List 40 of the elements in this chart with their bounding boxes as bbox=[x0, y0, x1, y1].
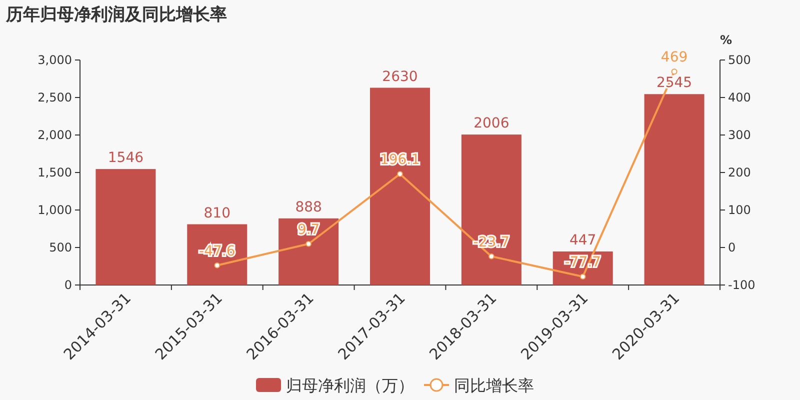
y2-tick-label: 200 bbox=[728, 166, 751, 180]
y-tick-label: 2,500 bbox=[38, 90, 72, 104]
bar bbox=[370, 88, 430, 285]
point bbox=[306, 240, 312, 247]
data-label: -47.6 bbox=[199, 243, 236, 260]
y2-tick-label: 400 bbox=[728, 90, 751, 104]
y2-axis-title: % bbox=[720, 33, 732, 47]
data-label: 447 bbox=[569, 232, 596, 248]
data-label: 810 bbox=[204, 205, 231, 222]
data-label: 9.7 bbox=[297, 222, 320, 238]
point bbox=[488, 253, 494, 260]
legend-label: 同比增长率 bbox=[454, 376, 534, 395]
point bbox=[397, 170, 403, 177]
data-label: 1546 bbox=[108, 150, 144, 166]
y-tick-label: 500 bbox=[49, 240, 72, 254]
y-tick-label: 3,000 bbox=[38, 53, 72, 67]
point bbox=[580, 274, 586, 280]
data-label: 196.1 bbox=[380, 152, 420, 168]
y2-tick-label: 100 bbox=[728, 203, 751, 217]
y-tick-label: 1,000 bbox=[38, 203, 72, 217]
y-tick-label: 0 bbox=[64, 278, 72, 292]
data-label: 2630 bbox=[382, 68, 418, 85]
y2-tick-label: 300 bbox=[728, 128, 751, 142]
point bbox=[671, 68, 678, 75]
bar bbox=[187, 224, 248, 285]
data-label: 469 bbox=[660, 50, 688, 66]
legend-label: 归母净利润（万） bbox=[286, 376, 414, 395]
point bbox=[214, 262, 220, 268]
y-tick-label: 2,000 bbox=[38, 128, 72, 142]
data-label: 2006 bbox=[474, 116, 510, 132]
bar bbox=[644, 94, 704, 285]
y2-tick-label: 500 bbox=[728, 53, 751, 67]
bar bbox=[461, 134, 522, 285]
y-tick-label: 1,500 bbox=[38, 166, 72, 180]
bar bbox=[96, 169, 156, 285]
bar bbox=[278, 218, 339, 285]
chart-title: 历年归母净利润及同比增长率 bbox=[5, 5, 227, 25]
y2-tick-label: 0 bbox=[728, 240, 736, 254]
y2-tick-label: -100 bbox=[728, 278, 756, 292]
data-label: 888 bbox=[295, 199, 322, 216]
